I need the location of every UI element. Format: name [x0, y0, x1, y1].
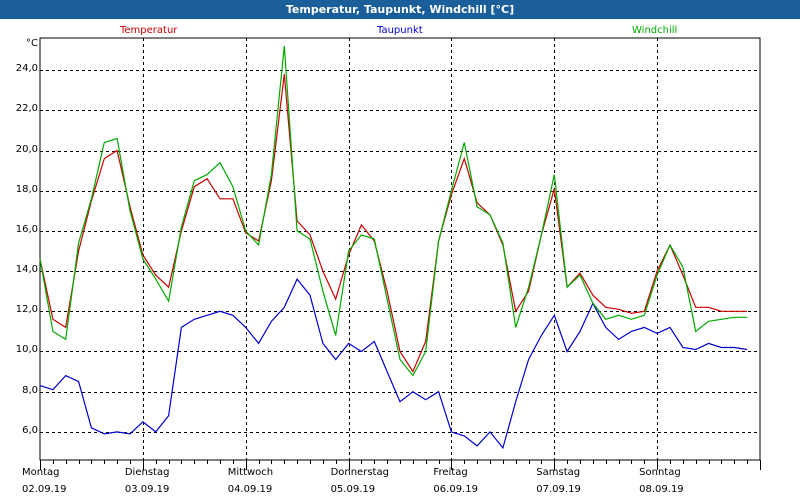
chart-area: Temperatur Taupunkt Windchill °C 6,0 8,0 1… [0, 19, 800, 500]
x-date-label: 02.09.19 [22, 484, 67, 495]
x-day-label: Montag [22, 467, 60, 478]
y-tick-label: 20,0 [15, 143, 38, 155]
y-tick-label: 10,0 [15, 344, 38, 356]
x-day-label: Freitag [433, 467, 468, 478]
y-tick-label: 16,0 [15, 223, 38, 235]
x-date-label: 04.09.19 [227, 484, 273, 495]
plot-frame [39, 37, 761, 461]
x-day-label: Dienstag [124, 467, 170, 478]
x-date-label: 07.09.19 [536, 484, 581, 495]
x-day-label: Donnerstag [330, 467, 389, 478]
x-date-label: 08.09.19 [639, 484, 684, 495]
x-date-label: 03.09.19 [124, 484, 170, 495]
x-day-label: Mittwoch [227, 467, 274, 478]
x-date-label: 06.09.19 [433, 484, 478, 495]
y-axis-unit: °C [26, 38, 38, 49]
legend-windchill: Windchill [632, 25, 678, 36]
y-tick-label: 18,0 [15, 183, 38, 195]
y-tick-label: 12,0 [15, 304, 38, 316]
y-tick-label: 24,0 [15, 63, 38, 75]
x-date-label: 05.09.19 [330, 484, 376, 495]
y-tick-label: 6,0 [22, 424, 38, 436]
series-line-windchill [39, 45, 748, 377]
series-line-taupunkt [39, 277, 748, 450]
legend-dewpoint: Taupunkt [377, 25, 423, 36]
y-tick-label: 22,0 [15, 103, 38, 115]
x-day-label: Sonntag [639, 467, 681, 478]
y-tick-label: 8,0 [22, 384, 38, 396]
chart-title: Temperatur, Taupunkt, Windchill [°C] [0, 0, 800, 19]
legend-temperature: Temperatur [120, 25, 178, 36]
series-line-temperatur [39, 74, 748, 373]
y-tick-label: 14,0 [15, 264, 38, 276]
chart-plot [39, 37, 761, 470]
x-day-label: Samstag [536, 467, 581, 478]
